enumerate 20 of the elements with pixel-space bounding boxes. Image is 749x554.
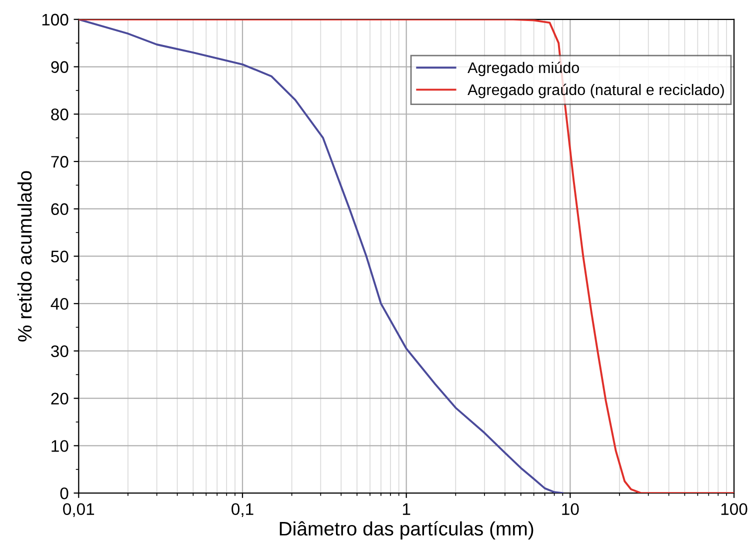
x-tick-label: 1 — [402, 503, 410, 515]
x-tick-label: 100 — [721, 503, 748, 516]
y-tick-label: 0 — [60, 487, 68, 500]
x-axis-title: Diâmetro das partículas (mm) — [280, 521, 534, 540]
y-tick-label: 100 — [42, 14, 68, 26]
y-axis-title: % retido acumulado — [17, 171, 32, 342]
y-tick-label: 80 — [51, 108, 68, 120]
y-tick-label: 60 — [51, 203, 68, 216]
y-tick-label: 10 — [52, 440, 68, 452]
legend-label: Agregado graúdo (natural e reciclado) — [468, 84, 724, 98]
y-tick-label: 50 — [51, 250, 68, 262]
y-tick-label: 20 — [51, 392, 68, 405]
y-tick-label: 70 — [51, 156, 68, 168]
x-tick-label: 0,1 — [232, 503, 254, 517]
x-tick-label: 0,01 — [63, 503, 94, 517]
x-tick-label: 10 — [562, 503, 579, 516]
legend-label: Agregado miúdo — [468, 62, 580, 76]
y-tick-label: 40 — [50, 298, 68, 310]
y-tick-label: 90 — [51, 61, 68, 73]
y-tick-label: 30 — [51, 345, 68, 358]
